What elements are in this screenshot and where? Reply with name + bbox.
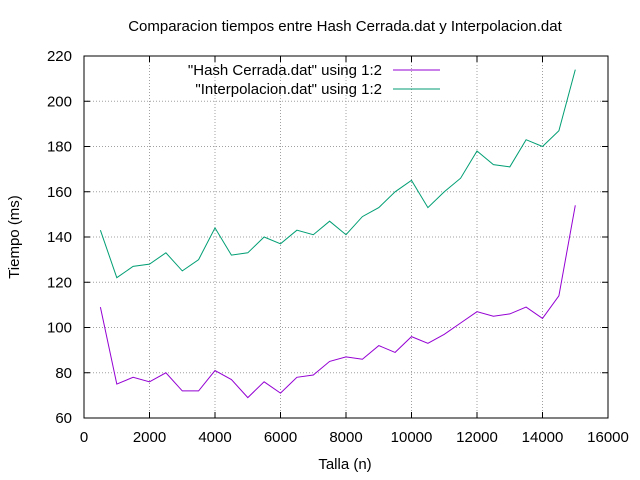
y-tick-label: 140: [47, 229, 72, 246]
series-line-2: [99, 69, 576, 279]
y-tick-label: 160: [47, 184, 72, 201]
series-group: [99, 69, 576, 399]
y-tick-label: 60: [55, 410, 72, 427]
x-tick-label: 0: [80, 429, 88, 446]
legend-label-2: "Interpolacion.dat" using 1:2: [195, 81, 382, 98]
grid: [84, 56, 608, 418]
axis-ticks: 0 2000 4000 6000 8000 10000 12000 14000 16000 60 8…: [47, 48, 629, 446]
y-tick-label: 180: [47, 139, 72, 156]
plot-frame: [83, 55, 609, 419]
x-tick-label: 6000: [264, 429, 297, 446]
x-axis-label: Talla (n): [318, 456, 371, 473]
x-tick-label: 14000: [522, 429, 564, 446]
x-tick-label: 4000: [198, 429, 231, 446]
x-tick-label: 2000: [133, 429, 166, 446]
y-axis-label: Tiempo (ms): [6, 195, 23, 279]
series-line-1: [99, 205, 576, 399]
y-tick-label: 220: [47, 48, 72, 65]
chart-title: Comparacion tiempos entre Hash Cerrada.d…: [128, 18, 562, 35]
x-tick-label: 10000: [391, 429, 433, 446]
y-tick-label: 100: [47, 320, 72, 337]
x-tick-label: 12000: [456, 429, 498, 446]
legend: "Hash Cerrada.dat" using 1:2 "Interpolaci…: [188, 62, 440, 98]
legend-label-1: "Hash Cerrada.dat" using 1:2: [188, 62, 382, 79]
y-tick-label: 200: [47, 93, 72, 110]
x-tick-label: 16000: [587, 429, 629, 446]
x-tick-label: 8000: [329, 429, 362, 446]
y-tick-label: 120: [47, 274, 72, 291]
y-tick-label: 80: [55, 365, 72, 382]
